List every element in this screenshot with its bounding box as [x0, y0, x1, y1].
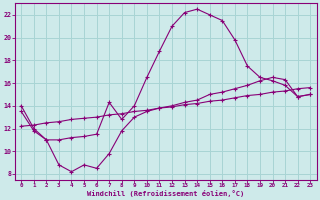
- X-axis label: Windchill (Refroidissement éolien,°C): Windchill (Refroidissement éolien,°C): [87, 190, 244, 197]
